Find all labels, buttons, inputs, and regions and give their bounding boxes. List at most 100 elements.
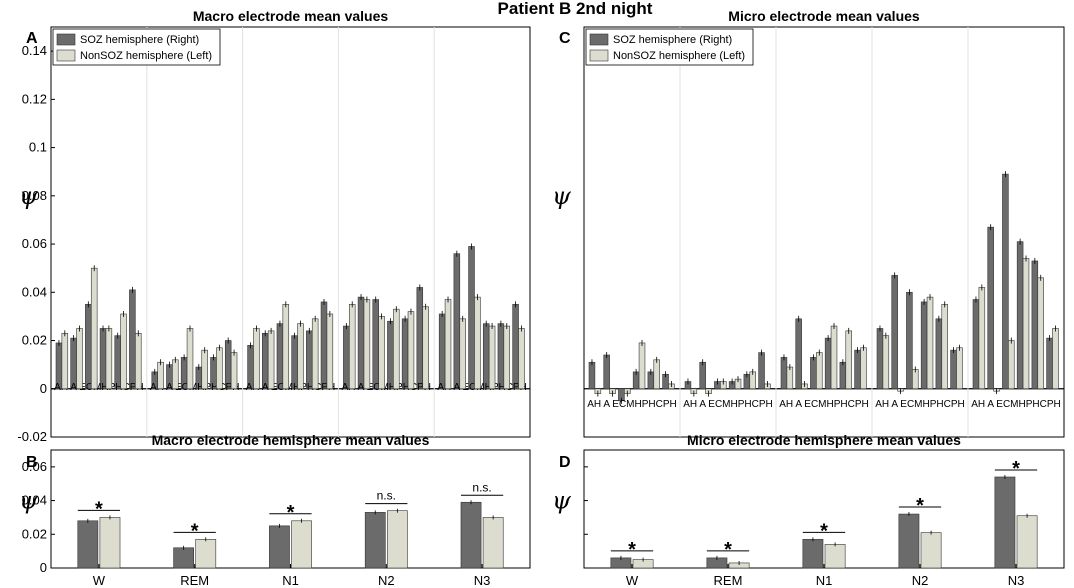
x-tick-label: W bbox=[626, 573, 639, 588]
panel-title: Macro electrode mean values bbox=[193, 8, 389, 24]
plot-frame bbox=[583, 26, 1065, 438]
bar bbox=[99, 328, 107, 390]
plot-frame bbox=[583, 449, 1065, 569]
y-tick-label: 0 bbox=[40, 381, 47, 396]
y-axis-label: ψ bbox=[19, 487, 39, 515]
bar bbox=[1037, 277, 1044, 390]
bar bbox=[444, 299, 452, 390]
bar bbox=[906, 291, 913, 390]
bar bbox=[488, 325, 496, 390]
bar bbox=[311, 318, 319, 390]
significance-marker: * bbox=[820, 520, 828, 542]
bar bbox=[824, 544, 846, 569]
plot-frame bbox=[50, 26, 531, 438]
bar bbox=[261, 332, 269, 390]
significance-marker: n.s. bbox=[377, 489, 396, 503]
bar bbox=[810, 357, 817, 390]
bar bbox=[291, 335, 298, 390]
bar bbox=[364, 512, 386, 569]
bar bbox=[920, 301, 928, 390]
bar bbox=[172, 359, 179, 390]
legend-box bbox=[52, 28, 221, 66]
bar bbox=[407, 311, 415, 390]
x-tick-label: N3 bbox=[474, 573, 491, 588]
bar bbox=[416, 287, 424, 390]
bar bbox=[173, 547, 195, 569]
bar bbox=[85, 304, 92, 390]
bar bbox=[653, 359, 660, 390]
legend-label-soz: SOZ hemisphere (Right) bbox=[613, 34, 732, 46]
x-tick-label: REM bbox=[180, 573, 209, 588]
significance-marker: * bbox=[724, 539, 732, 561]
bar bbox=[1008, 340, 1015, 390]
bar bbox=[891, 275, 898, 390]
y-tick-label: 0.04 bbox=[22, 284, 47, 299]
bar bbox=[363, 299, 371, 390]
x-tick-label: N1 bbox=[816, 573, 833, 588]
bar bbox=[114, 335, 121, 390]
bar bbox=[77, 520, 99, 569]
bar bbox=[201, 349, 208, 390]
bar bbox=[253, 328, 260, 390]
bar bbox=[401, 318, 409, 390]
legend-label-nonsoz: NonSOZ hemisphere (Left) bbox=[613, 50, 745, 62]
x-tick-label: N1 bbox=[282, 573, 299, 588]
bar bbox=[438, 313, 446, 390]
electrode-group-label: AH A ECMHPHCPH bbox=[587, 399, 676, 410]
y-tick-label: 0 bbox=[40, 560, 47, 575]
y-axis-label: ψ bbox=[552, 182, 572, 210]
bar bbox=[387, 320, 394, 390]
electrode-group-label: AH A ECMHPHCPH bbox=[54, 382, 143, 393]
legend-swatch-soz bbox=[56, 33, 76, 46]
bar bbox=[267, 330, 275, 390]
bar bbox=[468, 246, 475, 390]
bar bbox=[422, 306, 429, 390]
bar bbox=[386, 510, 408, 569]
bar bbox=[1031, 260, 1039, 390]
legend-swatch-nonsoz bbox=[56, 49, 76, 62]
bar bbox=[603, 354, 610, 390]
y-axis-label: ψ bbox=[552, 487, 572, 515]
significance-marker: * bbox=[1012, 458, 1020, 480]
y-tick-label: 0.1 bbox=[29, 140, 47, 155]
bar bbox=[795, 318, 802, 390]
bar bbox=[830, 325, 838, 390]
electrode-group-label: AH A ECMHPHCPH bbox=[437, 382, 526, 393]
bar bbox=[105, 328, 113, 390]
bar bbox=[393, 308, 400, 390]
bar bbox=[282, 304, 290, 390]
y-tick-label: 0.02 bbox=[22, 333, 47, 348]
panel-label: A bbox=[26, 30, 38, 47]
bar bbox=[120, 313, 127, 390]
bar bbox=[320, 301, 328, 390]
x-tick-label: N2 bbox=[378, 573, 395, 588]
y-tick-label: 0.14 bbox=[22, 43, 47, 58]
bar bbox=[460, 501, 482, 569]
bar bbox=[348, 304, 356, 390]
y-tick-label: 0.12 bbox=[22, 91, 47, 106]
x-tick-label: N3 bbox=[1008, 573, 1025, 588]
legend-swatch-soz bbox=[589, 33, 609, 46]
bar bbox=[854, 349, 861, 390]
bar bbox=[1016, 515, 1038, 569]
panel-d-micro-hemisphere-means: Micro electrode hemisphere mean values Dψ… bbox=[552, 432, 1065, 588]
y-tick-label: -0.02 bbox=[17, 429, 47, 444]
bar bbox=[780, 357, 788, 390]
legend-label-nonsoz: NonSOZ hemisphere (Left) bbox=[80, 50, 212, 62]
bar bbox=[99, 517, 121, 569]
bar bbox=[157, 361, 164, 390]
bar bbox=[459, 318, 466, 390]
significance-marker: * bbox=[191, 520, 199, 542]
bar bbox=[839, 361, 847, 390]
bar bbox=[276, 323, 284, 390]
bar bbox=[882, 335, 890, 390]
bar bbox=[503, 325, 511, 390]
bar bbox=[76, 328, 83, 390]
bar bbox=[1022, 258, 1030, 390]
electrode-group-label: AH A ECMHPHCPH bbox=[342, 382, 431, 393]
legend-swatch-nonsoz bbox=[589, 49, 609, 62]
bar bbox=[978, 287, 986, 390]
bar bbox=[372, 299, 379, 390]
bar bbox=[482, 517, 504, 569]
legend-box bbox=[585, 28, 754, 66]
